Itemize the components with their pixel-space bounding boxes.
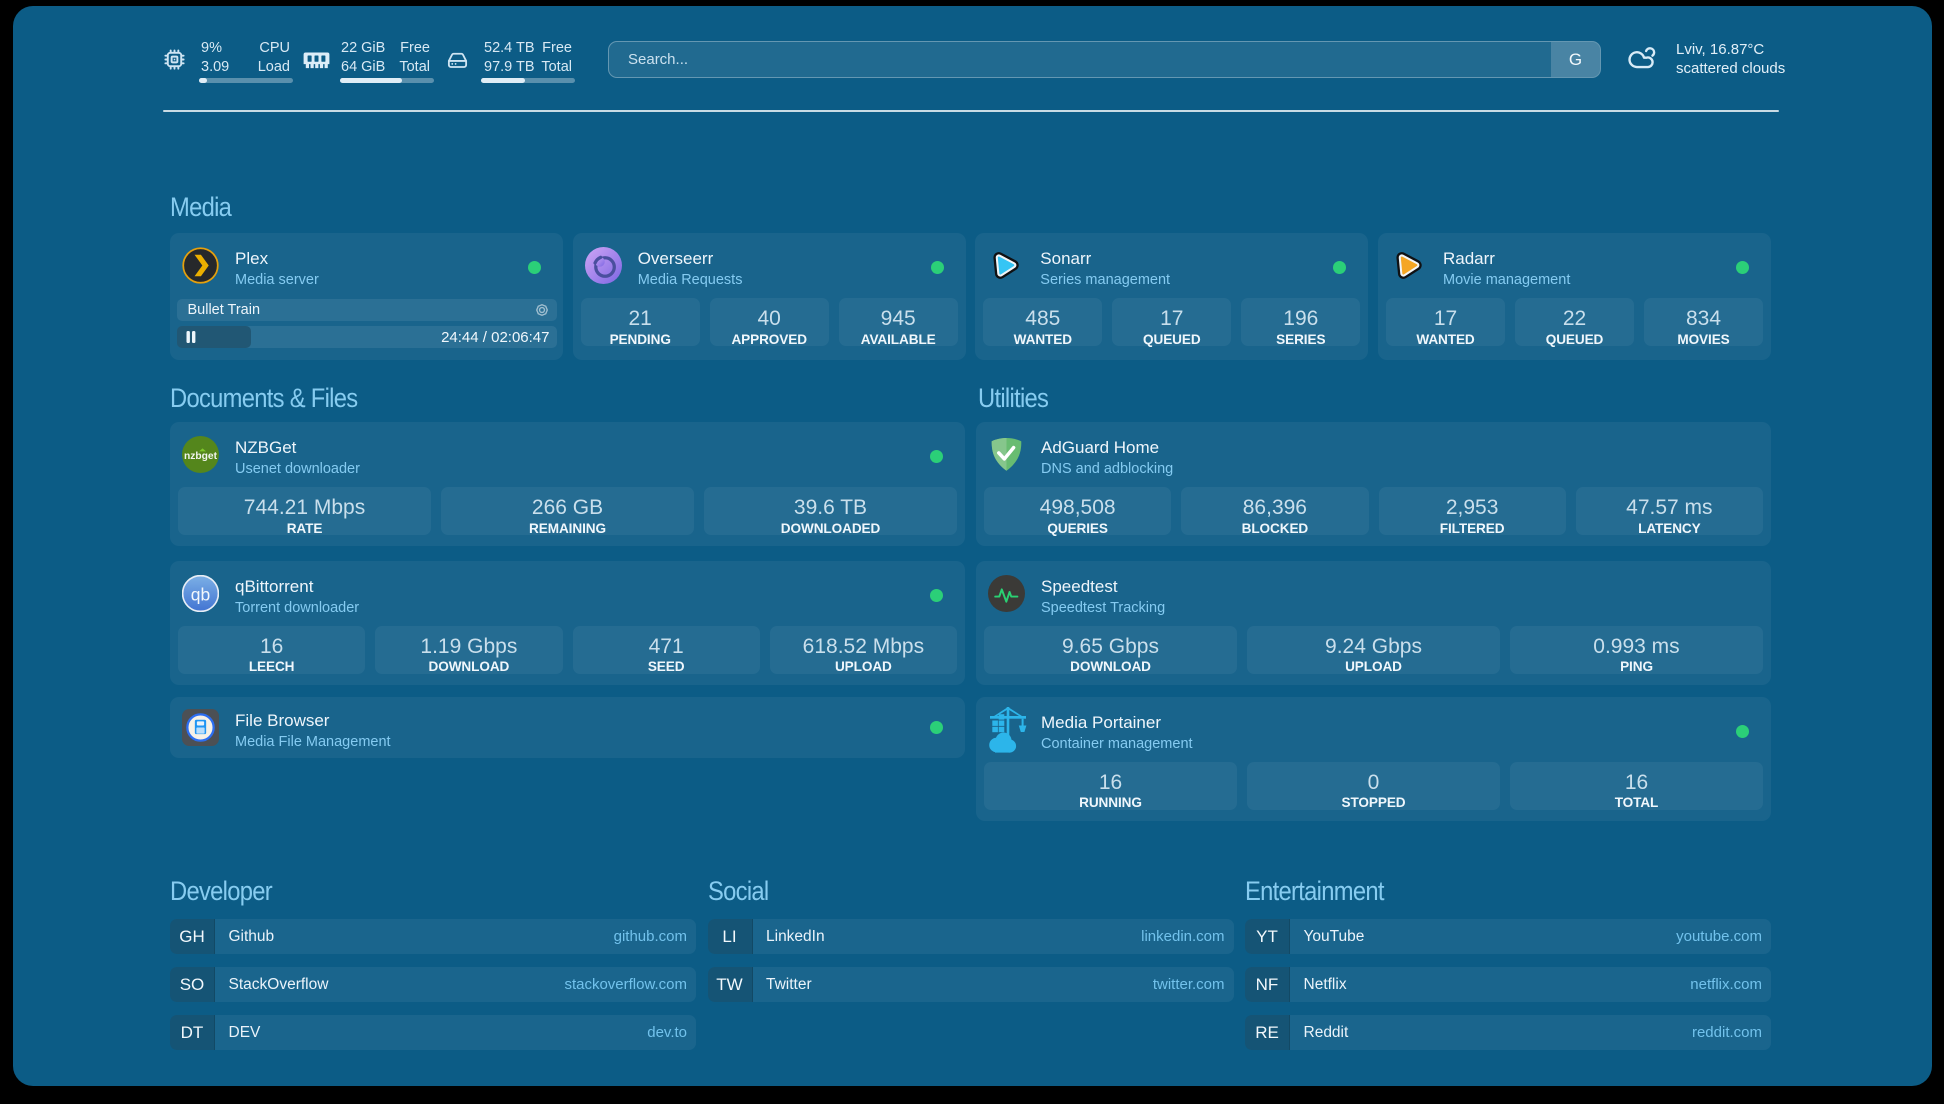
svg-text:qb: qb <box>191 584 210 604</box>
svg-text:nzbget: nzbget <box>184 451 218 462</box>
